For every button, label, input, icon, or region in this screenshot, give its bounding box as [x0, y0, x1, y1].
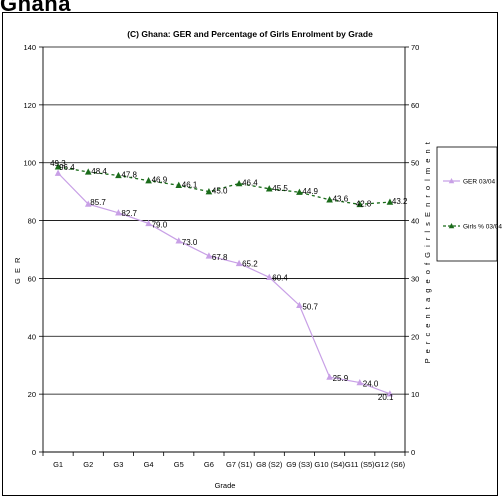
- legend-entry: GER 03/04: [443, 178, 496, 186]
- data-point: [145, 219, 152, 227]
- data-label: 47.8: [121, 170, 137, 179]
- data-label: 25.9: [333, 374, 349, 383]
- legend-marker: [448, 178, 455, 184]
- y-axis-right-label: P e r c e n t a g e o f G i r l s E n r …: [423, 141, 432, 364]
- data-point: [54, 163, 62, 170]
- data-label: 24.0: [363, 380, 379, 389]
- y-left-tick-label: 20: [28, 390, 36, 399]
- data-point: [84, 200, 92, 207]
- data-point: [54, 169, 62, 176]
- x-tick-label: G12 (S6): [375, 460, 406, 469]
- x-tick-label: G7 (S1): [226, 460, 253, 469]
- y-left-tick-label: 120: [23, 101, 36, 110]
- legend-label: GER 03/04: [463, 179, 496, 186]
- y-right-tick-label: 70: [411, 43, 419, 52]
- x-tick-label: G2: [83, 460, 93, 469]
- data-label: 79.0: [152, 220, 168, 229]
- y-right-tick-label: 40: [411, 217, 419, 226]
- data-label: 42.8: [356, 199, 372, 208]
- series-line: [57, 166, 390, 206]
- data-label: 46.1: [182, 180, 198, 189]
- y-right-tick-label: 60: [411, 101, 419, 110]
- y-right-tick-label: 30: [411, 274, 419, 283]
- x-tick-label: G11 (S5): [345, 460, 375, 469]
- x-tick-label: G1: [53, 460, 63, 469]
- data-point: [356, 378, 364, 386]
- data-point: [145, 177, 152, 184]
- y-axis-left-label: G E R: [13, 256, 22, 284]
- data-label: 43.2: [392, 197, 408, 206]
- data-label: 49.3: [50, 159, 66, 168]
- x-tick-label: G5: [174, 460, 184, 469]
- chart-frame: [2, 12, 498, 496]
- y-left-tick-label: 140: [23, 43, 36, 52]
- data-label: 67.8: [212, 253, 228, 262]
- y-left-tick-label: 40: [28, 332, 36, 341]
- data-point: [326, 196, 333, 203]
- y-right-tick-label: 10: [411, 390, 419, 399]
- x-tick-label: G3: [113, 460, 123, 469]
- data-point: [386, 198, 394, 205]
- data-point: [205, 188, 213, 195]
- series-ger: [54, 169, 394, 397]
- legend-entry: Girls % 03/04: [443, 223, 502, 231]
- data-point: [386, 390, 394, 397]
- data-point: [175, 181, 183, 188]
- data-point: [84, 168, 92, 175]
- y-right-tick-label: 0: [411, 448, 415, 457]
- data-label: 48.4: [91, 167, 107, 176]
- x-tick-label: G9 (S3): [286, 460, 313, 469]
- legend-marker: [448, 223, 455, 229]
- data-label: 46.9: [152, 176, 168, 185]
- x-tick-label: G8 (S2): [256, 460, 283, 469]
- data-point: [115, 209, 122, 216]
- x-tick-label: G6: [204, 460, 214, 469]
- series-girls-percent: [54, 163, 394, 208]
- data-label: 46.4: [242, 179, 258, 188]
- y-left-tick-label: 100: [23, 159, 36, 168]
- data-point: [175, 237, 183, 244]
- grid-lines: [43, 46, 405, 395]
- data-point: [265, 273, 273, 280]
- data-labels: 96.4 85.7 82.7 79.0 73.0 67.8 65.2 60.4 50.7 25.9…: [50, 159, 408, 402]
- data-label: 96.4: [59, 163, 75, 172]
- data-label: 82.7: [121, 209, 137, 218]
- chart-title: (C) Ghana: GER and Percentage of Girls E…: [127, 29, 373, 39]
- data-point: [296, 301, 303, 309]
- y-right-tick-label: 50: [411, 159, 419, 168]
- series-layer: [54, 163, 394, 397]
- legend-box: [436, 146, 498, 262]
- data-label: 44.9: [302, 187, 318, 196]
- data-point: [356, 200, 364, 208]
- x-axis-label: Grade: [215, 481, 236, 490]
- data-label: 20.1: [378, 393, 394, 402]
- data-point: [326, 373, 333, 380]
- data-label: 85.7: [90, 198, 106, 207]
- x-tick-label: G10 (S4): [314, 460, 345, 469]
- y-right-tick-label: 20: [411, 332, 419, 341]
- data-label: 73.0: [182, 238, 198, 247]
- legend: GER 03/04 Girls % 03/04: [436, 146, 502, 262]
- data-point: [265, 185, 273, 192]
- series-line: [57, 172, 391, 395]
- data-label: 45.5: [272, 184, 288, 193]
- data-point: [296, 188, 303, 195]
- data-point: [205, 252, 213, 259]
- data-label: 43.6: [333, 195, 349, 204]
- y-left-tick-label: 80: [28, 217, 36, 226]
- x-tick-label: G4: [144, 460, 154, 469]
- data-label: 45.0: [212, 187, 228, 196]
- y-left-tick-label: 60: [28, 274, 36, 283]
- data-label: 65.2: [242, 259, 258, 268]
- data-label: 50.7: [302, 302, 318, 311]
- y-left-tick-label: 0: [32, 448, 36, 457]
- data-point: [235, 179, 243, 187]
- data-point: [115, 171, 122, 179]
- axes: 0 20 40 60 80 100 120 140 0 10 20 30 40 50 60 70 G1 G2 G3 G…: [23, 43, 419, 469]
- data-label: 60.4: [272, 273, 288, 282]
- legend-label: Girls % 03/04: [463, 224, 502, 231]
- data-point: [235, 259, 243, 267]
